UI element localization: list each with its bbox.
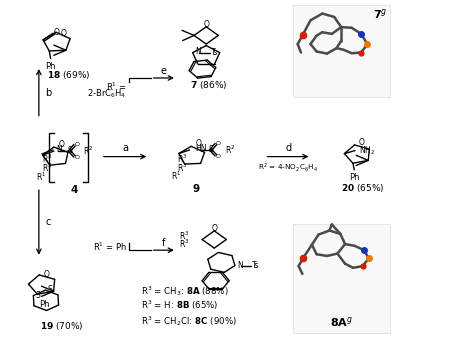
Text: R$^1$: R$^1$: [36, 170, 46, 183]
Text: Ts: Ts: [252, 261, 259, 270]
Text: R$^3$: R$^3$: [177, 153, 188, 165]
Text: d: d: [285, 143, 291, 153]
Text: O: O: [58, 140, 64, 149]
Text: R$^2$ = 4-NO$_2$C$_6$H$_4$: R$^2$ = 4-NO$_2$C$_6$H$_4$: [258, 161, 318, 174]
Text: O: O: [195, 139, 201, 148]
Text: HN: HN: [195, 144, 207, 154]
Text: $\mathbf{7}$ (86%): $\mathbf{7}$ (86%): [190, 79, 227, 92]
Text: b: b: [46, 87, 52, 98]
Text: O: O: [44, 270, 50, 279]
Bar: [293, 224, 390, 333]
Text: Ph: Ph: [39, 300, 50, 309]
Text: R$^1$: R$^1$: [171, 169, 182, 182]
Text: Ts: Ts: [211, 48, 219, 57]
Text: a: a: [122, 143, 128, 153]
Text: 2-BrC$_6$H$_4$: 2-BrC$_6$H$_4$: [87, 88, 127, 100]
Text: NH$_2$: NH$_2$: [359, 144, 375, 157]
Text: S: S: [36, 291, 40, 300]
Text: O: O: [359, 138, 365, 147]
Text: $\mathbf{18}$ (69%): $\mathbf{18}$ (69%): [47, 69, 91, 81]
Text: R$^3$ = CH$_3$: $\mathbf{8A}$ (88%): R$^3$ = CH$_3$: $\mathbf{8A}$ (88%): [141, 284, 229, 298]
Text: O: O: [203, 20, 209, 29]
Text: N: N: [195, 47, 201, 56]
Text: O: O: [216, 141, 221, 146]
Text: N: N: [56, 145, 62, 154]
Text: R$^3$: R$^3$: [177, 162, 188, 174]
Text: R$^2$: R$^2$: [225, 144, 236, 156]
Text: R$^3$: R$^3$: [42, 162, 53, 174]
Text: R$^3$: R$^3$: [179, 229, 189, 242]
Text: R$^3$: R$^3$: [179, 237, 189, 250]
Text: S: S: [68, 146, 73, 155]
Text: O: O: [216, 154, 221, 159]
Text: R$^2$: R$^2$: [83, 145, 93, 157]
Text: $\mathbf{9}$: $\mathbf{9}$: [192, 182, 201, 194]
Text: R$^3$ = CH$_2$Cl: $\mathbf{8C}$ (90%): R$^3$ = CH$_2$Cl: $\mathbf{8C}$ (90%): [141, 314, 237, 328]
Text: R$^1$ =: R$^1$ =: [106, 80, 127, 93]
Text: R$^3$ = H: $\mathbf{8B}$ (65%): R$^3$ = H: $\mathbf{8B}$ (65%): [141, 299, 219, 313]
Text: Ph: Ph: [349, 173, 360, 182]
Text: S: S: [48, 285, 53, 294]
Text: $\mathbf{8A}^g$: $\mathbf{8A}^g$: [330, 315, 353, 329]
Text: $\mathbf{4}$: $\mathbf{4}$: [71, 183, 79, 195]
Text: O: O: [75, 142, 80, 147]
Text: N: N: [237, 261, 243, 270]
Text: O: O: [75, 155, 80, 160]
Text: R$^1$ = Ph: R$^1$ = Ph: [92, 241, 127, 253]
Text: c: c: [46, 217, 51, 227]
Bar: [293, 5, 390, 97]
Text: $\mathbf{19}$ (70%): $\mathbf{19}$ (70%): [40, 320, 83, 332]
Text: R$^3$: R$^3$: [42, 153, 53, 165]
Text: e: e: [160, 66, 166, 76]
Text: O: O: [54, 28, 60, 37]
Text: $\mathbf{20}$ (65%): $\mathbf{20}$ (65%): [341, 181, 384, 194]
Text: O: O: [61, 28, 66, 38]
Text: f: f: [161, 238, 165, 248]
Text: O: O: [211, 224, 217, 233]
Text: $\mathbf{7}^g$: $\mathbf{7}^g$: [373, 7, 388, 21]
Text: S: S: [209, 145, 214, 154]
Text: Ph: Ph: [46, 62, 56, 71]
